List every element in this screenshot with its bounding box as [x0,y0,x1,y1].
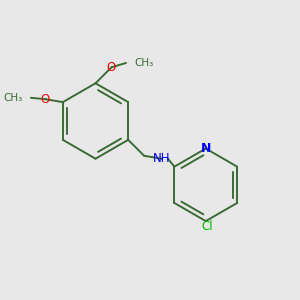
Text: NH: NH [153,152,170,165]
Text: O: O [40,93,50,106]
Text: O: O [107,61,116,74]
Text: N: N [201,142,211,155]
Text: CH₃: CH₃ [134,58,153,68]
Text: Cl: Cl [201,220,213,233]
Text: CH₃: CH₃ [4,93,23,103]
